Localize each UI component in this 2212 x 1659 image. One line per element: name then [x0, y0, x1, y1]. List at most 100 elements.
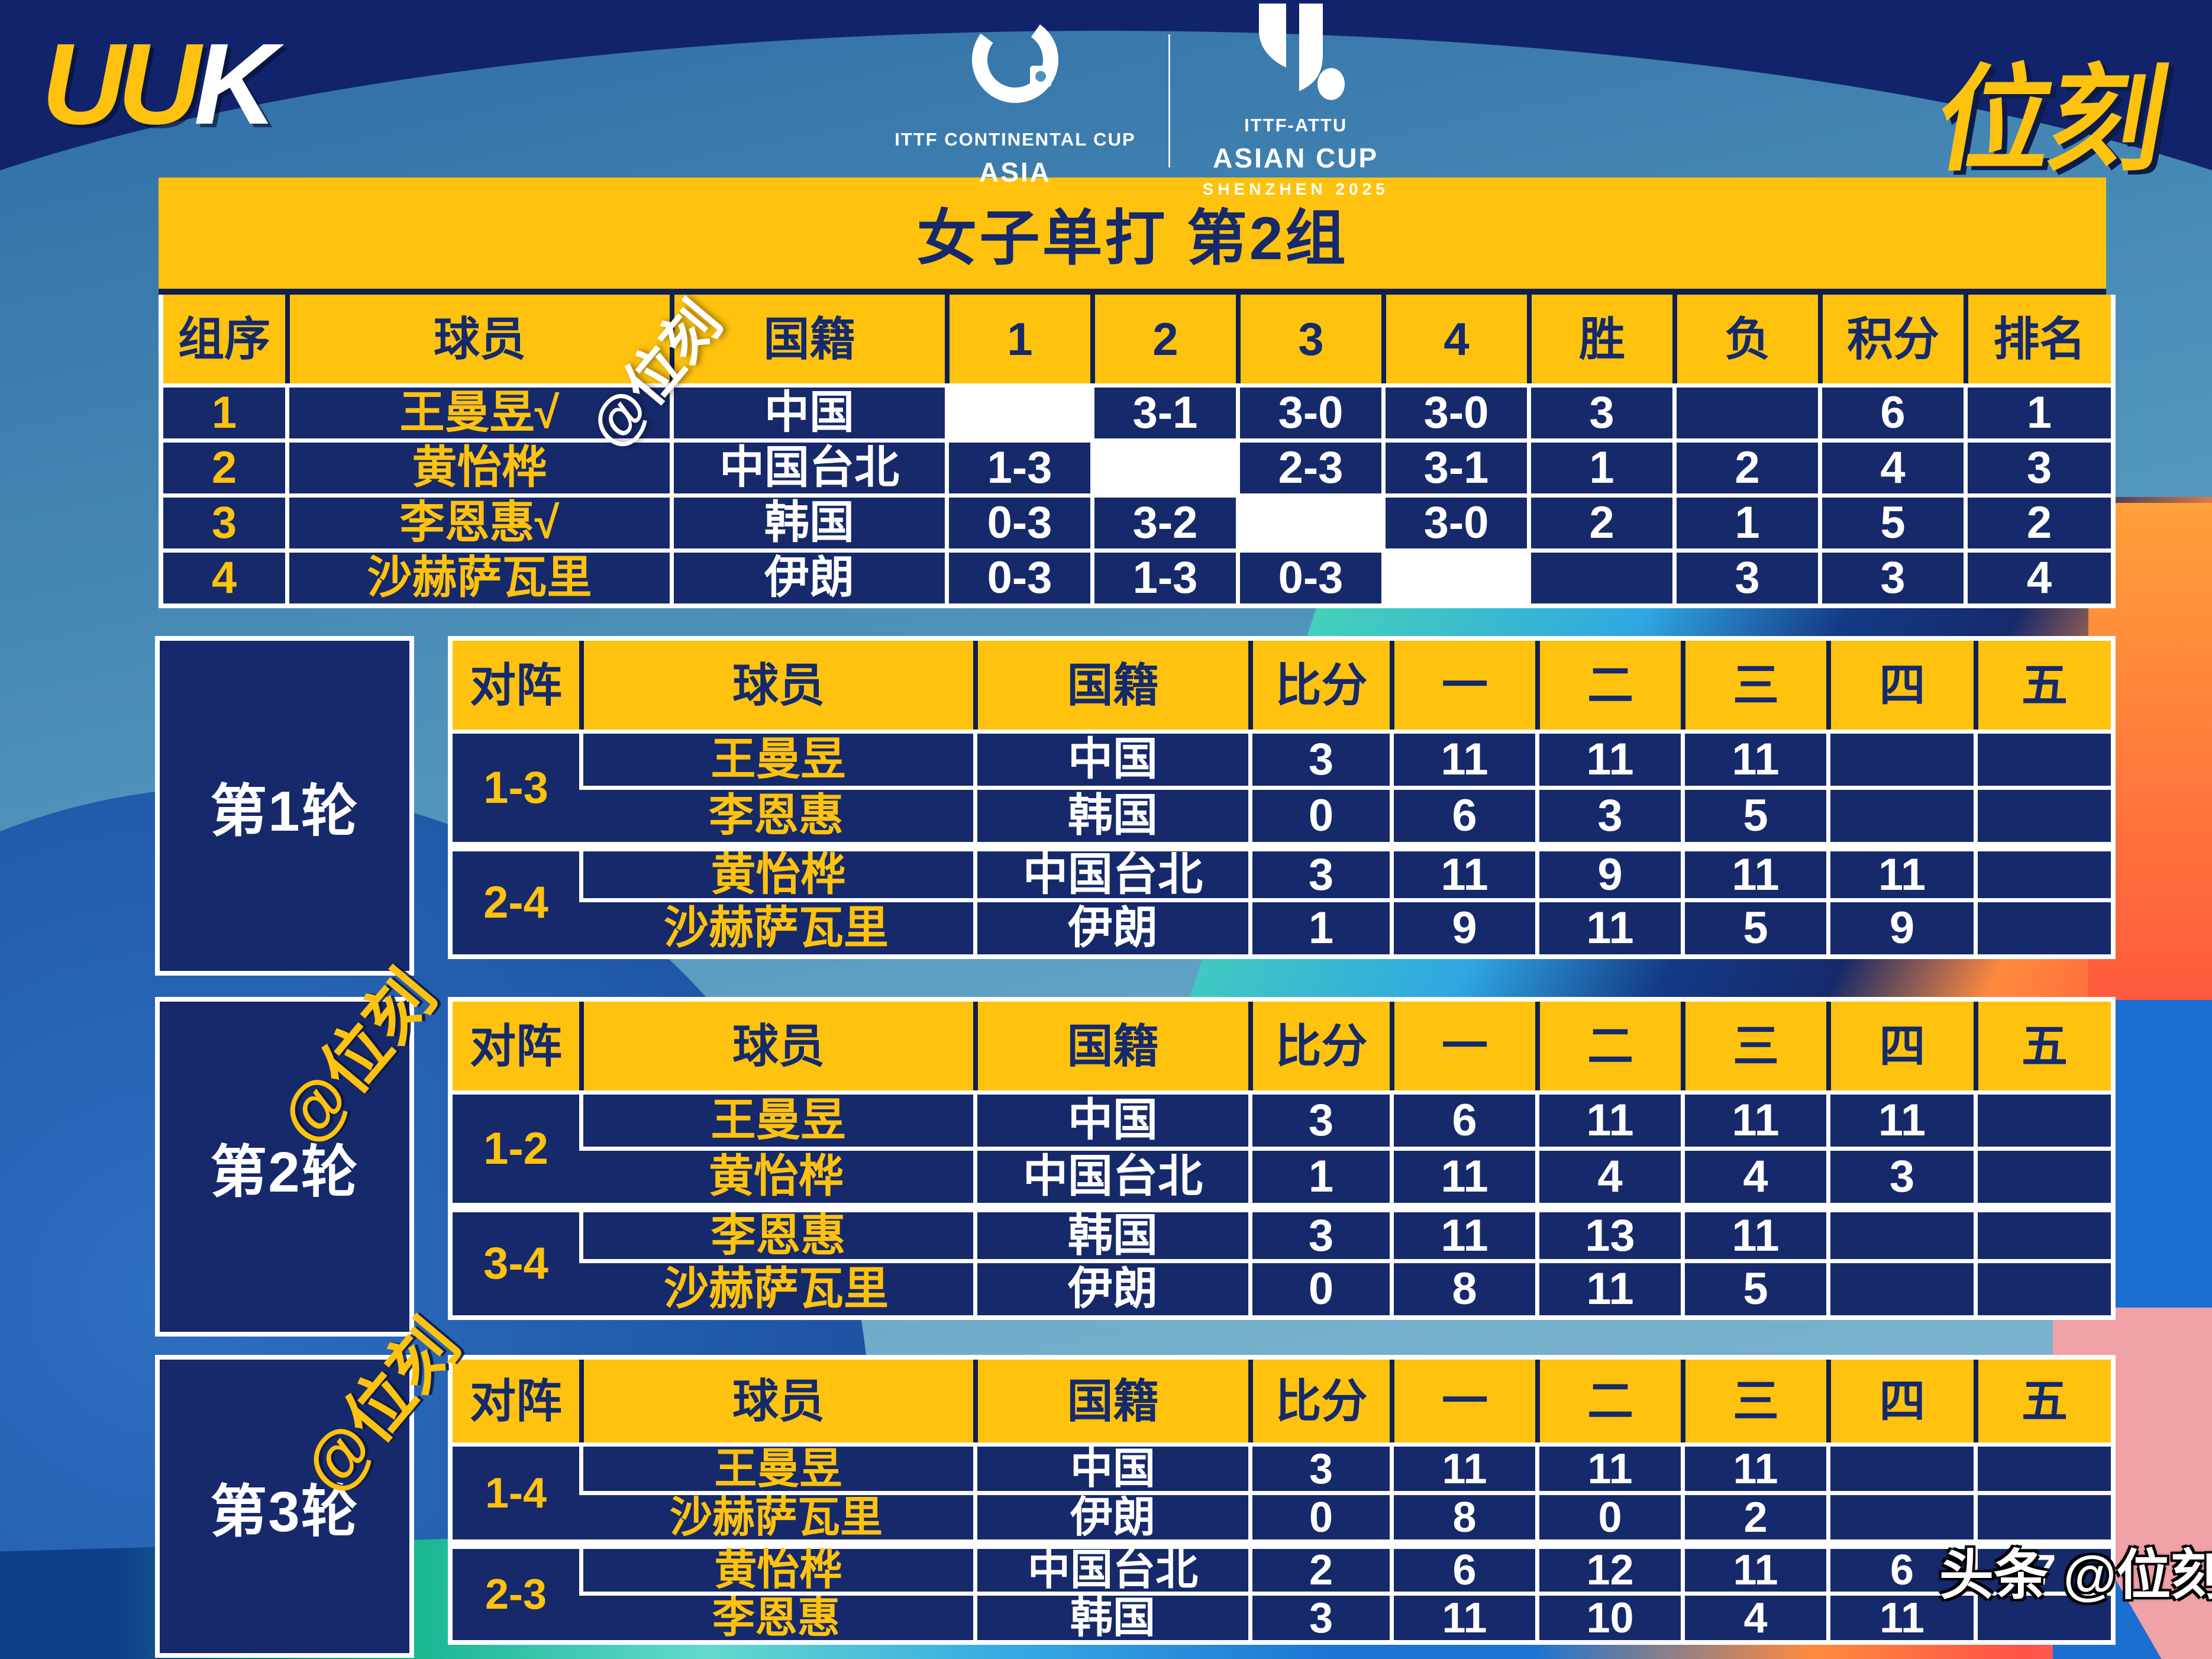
game-cell	[1974, 1203, 2111, 1259]
game-cell: 11	[1390, 842, 1535, 898]
match-player-row: 黄怡桦 中国台北 1 11 4 4 3	[453, 1147, 2111, 1203]
result-cell: 0-3	[945, 548, 1090, 603]
match-player-row: 1-2 王曼昱 中国 3 6 11 11 11	[453, 1090, 2111, 1203]
pairing-cell: 3-4	[453, 1203, 579, 1315]
standings-section: 女子单打 第2组 组序 球员 国籍 1 2 3 4 胜 负 积分 排名 1	[159, 177, 2116, 608]
game-1-column-header: 一	[1390, 641, 1535, 730]
seed-cell: 3	[163, 493, 285, 548]
game-cell: 11	[1681, 1539, 1826, 1592]
nationality-column-header: 国籍	[973, 1360, 1248, 1442]
result-cell: 3-0	[1236, 383, 1381, 438]
pairing-cell: 2-4	[453, 842, 579, 954]
round-1-section: 第1轮 对阵 球员 国籍 比分 一 二 三 四 五	[155, 636, 2116, 976]
game-cell	[1974, 1491, 2111, 1539]
logo-divider	[1168, 34, 1170, 167]
match-player-row: 1-3 王曼昱 中国 3 11 11 11	[453, 730, 2111, 842]
nationality-column-header: 国籍	[973, 641, 1248, 730]
game-cell: 3	[1535, 786, 1681, 842]
score-cell: 0	[1248, 1259, 1390, 1315]
match-player-row: 1-4 王曼昱 中国 3 11 11 11	[453, 1442, 2111, 1539]
game-cell: 6	[1390, 1090, 1535, 1147]
game-cell: 11	[1826, 1090, 1974, 1147]
pairing-cell: 1-2	[453, 1090, 579, 1203]
game-cell: 11	[1681, 1203, 1826, 1259]
rank-cell: 1	[1964, 383, 2111, 438]
game-4-column-header: 四	[1826, 1360, 1974, 1442]
game-cell	[1974, 898, 2111, 954]
wins-cell: 2	[1527, 493, 1672, 548]
pairing-column-header: 对阵	[453, 1360, 579, 1442]
game-2-column-header: 二	[1535, 1360, 1681, 1442]
player-cell: 李恩惠	[579, 1592, 973, 1640]
uuk-logo: UUK	[41, 18, 277, 150]
score-cell: 3	[1248, 1592, 1390, 1640]
nationality-cell: 韩国	[973, 1203, 1248, 1259]
uuk-logo-yellow: UU	[41, 20, 201, 149]
match-player-row: 2-4 黄怡桦 中国台北 3 11 9 11 11	[453, 842, 2111, 954]
asian-cup-icon	[1259, 4, 1345, 100]
player-cell: 王曼昱	[579, 1090, 973, 1147]
game-cell: 11	[1390, 1592, 1535, 1640]
game-5-column-header: 五	[1974, 1360, 2111, 1442]
game-cell: 5	[1681, 786, 1826, 842]
points-cell: 6	[1818, 383, 1964, 438]
player-column-header: 球员	[579, 641, 973, 730]
opponent-2-column-header: 2	[1090, 295, 1236, 383]
pairing-column-header: 对阵	[453, 1002, 579, 1090]
nationality-cell: 伊朗	[973, 1259, 1248, 1315]
nationality-cell: 中国	[670, 383, 945, 438]
group-title: 女子单打 第2组	[159, 177, 2106, 295]
standings-row: 2 黄怡桦 中国台北 1-3 2-3 3-1 1 2 4 3	[163, 438, 2111, 493]
points-cell: 3	[1818, 548, 1964, 603]
result-cell: 0-3	[1236, 548, 1381, 603]
score-cell: 1	[1248, 1147, 1390, 1203]
player-cell: 黄怡桦	[579, 842, 973, 898]
round-2-label: 第2轮	[155, 997, 414, 1337]
game-cell: 0	[1535, 1491, 1681, 1539]
score-cell: 0	[1248, 786, 1390, 842]
game-cell	[1826, 1491, 1974, 1539]
game-cell: 6	[1390, 786, 1535, 842]
round-1-table: 对阵 球员 国籍 比分 一 二 三 四 五 1-3 王曼昱 中国 3 11 11	[448, 636, 2116, 959]
game-cell: 11	[1535, 1090, 1681, 1147]
losses-cell	[1672, 383, 1818, 438]
player-cell: 王曼昱	[579, 1442, 973, 1491]
wins-column-header: 胜	[1527, 295, 1672, 383]
match-player-row: 沙赫萨瓦里 伊朗 0 8 0 2	[453, 1491, 2111, 1539]
pairing-column-header: 对阵	[453, 641, 579, 730]
game-cell: 11	[1681, 1442, 1826, 1491]
ittf-logo-text: ITTF CONTINENTAL CUP	[895, 128, 1136, 150]
nationality-cell: 伊朗	[670, 548, 945, 603]
result-cell: 3-0	[1381, 383, 1527, 438]
game-cell: 2	[1681, 1491, 1826, 1539]
diagonal-cell	[1236, 493, 1381, 548]
round-3-section: 第3轮 对阵 球员 国籍 比分 一 二 三 四 五	[155, 1355, 2116, 1658]
nationality-cell: 伊朗	[973, 1491, 1248, 1539]
round-2-section: 第2轮 对阵 球员 国籍 比分 一 二 三 四 五	[155, 997, 2116, 1337]
asian-cup-city: SHENZHEN 2025	[1202, 180, 1389, 198]
opponent-1-column-header: 1	[945, 295, 1090, 383]
score-cell: 3	[1248, 1203, 1390, 1259]
rank-column-header: 排名	[1964, 295, 2111, 383]
game-cell: 11	[1535, 1442, 1681, 1491]
game-cell	[1826, 1442, 1974, 1491]
uuk-logo-white: K	[193, 20, 277, 149]
nationality-column-header: 国籍	[670, 295, 945, 383]
score-cell: 3	[1248, 1090, 1390, 1147]
round-1-label: 第1轮	[155, 636, 414, 976]
pairing-cell: 1-4	[453, 1442, 579, 1539]
game-cell	[1974, 730, 2111, 786]
nationality-column-header: 国籍	[973, 1002, 1248, 1090]
losses-cell: 3	[1672, 548, 1818, 603]
game-cell: 11	[1390, 1147, 1535, 1203]
player-cell: 王曼昱	[579, 730, 973, 786]
weike-logo: 位刻	[1926, 56, 2175, 185]
losses-cell: 2	[1672, 438, 1818, 493]
score-column-header: 比分	[1248, 1002, 1390, 1090]
round-3-table: 对阵 球员 国籍 比分 一 二 三 四 五 1-4 王曼昱 中国 3 11 11	[448, 1355, 2116, 1645]
game-cell: 11	[1535, 730, 1681, 786]
nationality-cell: 中国	[973, 1442, 1248, 1491]
points-column-header: 积分	[1818, 295, 1964, 383]
standings-header-row: 组序 球员 国籍 1 2 3 4 胜 负 积分 排名	[163, 295, 2111, 383]
game-4-column-header: 四	[1826, 641, 1974, 730]
